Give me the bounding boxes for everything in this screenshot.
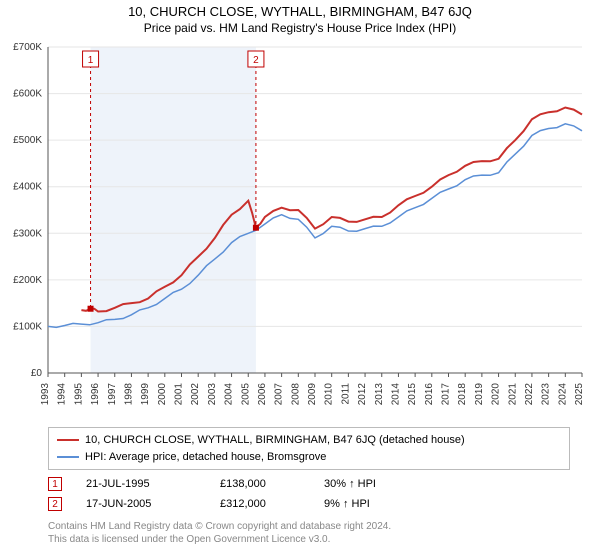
sale-row: 1 21-JUL-1995 £138,000 30% ↑ HPI <box>48 474 570 494</box>
svg-text:£700K: £700K <box>13 42 42 53</box>
svg-text:1995: 1995 <box>73 383 84 406</box>
svg-text:2002: 2002 <box>190 383 201 406</box>
sale-marker-icon: 1 <box>48 477 62 491</box>
svg-text:1996: 1996 <box>90 383 101 406</box>
sale-delta: 9% ↑ HPI <box>324 498 370 510</box>
svg-text:1999: 1999 <box>140 383 151 406</box>
legend-item: HPI: Average price, detached house, Brom… <box>57 449 561 466</box>
sale-price: £138,000 <box>220 478 300 490</box>
footer-line: This data is licensed under the Open Gov… <box>48 533 570 546</box>
svg-text:£0: £0 <box>31 368 43 379</box>
svg-text:2005: 2005 <box>240 383 251 406</box>
svg-text:2017: 2017 <box>441 383 452 406</box>
svg-text:2003: 2003 <box>207 383 218 406</box>
svg-text:1998: 1998 <box>123 383 134 406</box>
legend-swatch <box>57 456 79 458</box>
svg-text:2011: 2011 <box>340 383 351 405</box>
svg-text:2012: 2012 <box>357 383 368 406</box>
svg-text:£100K: £100K <box>13 321 42 332</box>
svg-text:1: 1 <box>88 55 94 66</box>
svg-text:2022: 2022 <box>524 383 535 406</box>
svg-text:2021: 2021 <box>507 383 518 406</box>
svg-text:2010: 2010 <box>324 383 335 406</box>
sale-date: 21-JUL-1995 <box>86 478 196 490</box>
svg-text:2024: 2024 <box>557 383 568 406</box>
svg-text:2008: 2008 <box>290 383 301 406</box>
page-subtitle: Price paid vs. HM Land Registry's House … <box>0 21 600 41</box>
footer-attribution: Contains HM Land Registry data © Crown c… <box>48 520 570 546</box>
svg-text:2020: 2020 <box>491 383 502 406</box>
svg-text:2015: 2015 <box>407 383 418 406</box>
sale-marker-icon: 2 <box>48 497 62 511</box>
svg-text:1993: 1993 <box>40 383 51 406</box>
svg-text:2: 2 <box>253 55 259 66</box>
svg-text:2014: 2014 <box>390 383 401 406</box>
chart-legend: 10, CHURCH CLOSE, WYTHALL, BIRMINGHAM, B… <box>48 427 570 470</box>
page-title: 10, CHURCH CLOSE, WYTHALL, BIRMINGHAM, B… <box>0 0 600 21</box>
svg-text:1994: 1994 <box>57 383 68 406</box>
svg-text:2007: 2007 <box>274 383 285 406</box>
svg-text:2013: 2013 <box>374 383 385 406</box>
price-chart: £0 £100K £200K £300K £400K £500K £600K £700K 199… <box>0 41 600 421</box>
svg-text:2004: 2004 <box>224 383 235 406</box>
svg-text:2009: 2009 <box>307 383 318 406</box>
sale-delta: 30% ↑ HPI <box>324 478 376 490</box>
svg-text:£400K: £400K <box>13 182 42 193</box>
svg-text:2000: 2000 <box>157 383 168 406</box>
svg-text:2025: 2025 <box>574 383 585 406</box>
svg-text:£500K: £500K <box>13 135 42 146</box>
sale-row: 2 17-JUN-2005 £312,000 9% ↑ HPI <box>48 494 570 514</box>
svg-text:2001: 2001 <box>174 383 185 406</box>
svg-text:2019: 2019 <box>474 383 485 406</box>
svg-text:2016: 2016 <box>424 383 435 406</box>
legend-label: HPI: Average price, detached house, Brom… <box>85 449 326 466</box>
svg-text:1997: 1997 <box>107 383 118 406</box>
svg-text:2006: 2006 <box>257 383 268 406</box>
legend-label: 10, CHURCH CLOSE, WYTHALL, BIRMINGHAM, B… <box>85 432 465 449</box>
sales-table: 1 21-JUL-1995 £138,000 30% ↑ HPI 2 17-JU… <box>48 474 570 514</box>
footer-line: Contains HM Land Registry data © Crown c… <box>48 520 570 533</box>
svg-text:2018: 2018 <box>457 383 468 406</box>
svg-text:£300K: £300K <box>13 228 42 239</box>
sale-price: £312,000 <box>220 498 300 510</box>
svg-text:2023: 2023 <box>541 383 552 406</box>
legend-swatch <box>57 439 79 441</box>
svg-text:£200K: £200K <box>13 275 42 286</box>
svg-text:£600K: £600K <box>13 89 42 100</box>
sale-date: 17-JUN-2005 <box>86 498 196 510</box>
legend-item: 10, CHURCH CLOSE, WYTHALL, BIRMINGHAM, B… <box>57 432 561 449</box>
